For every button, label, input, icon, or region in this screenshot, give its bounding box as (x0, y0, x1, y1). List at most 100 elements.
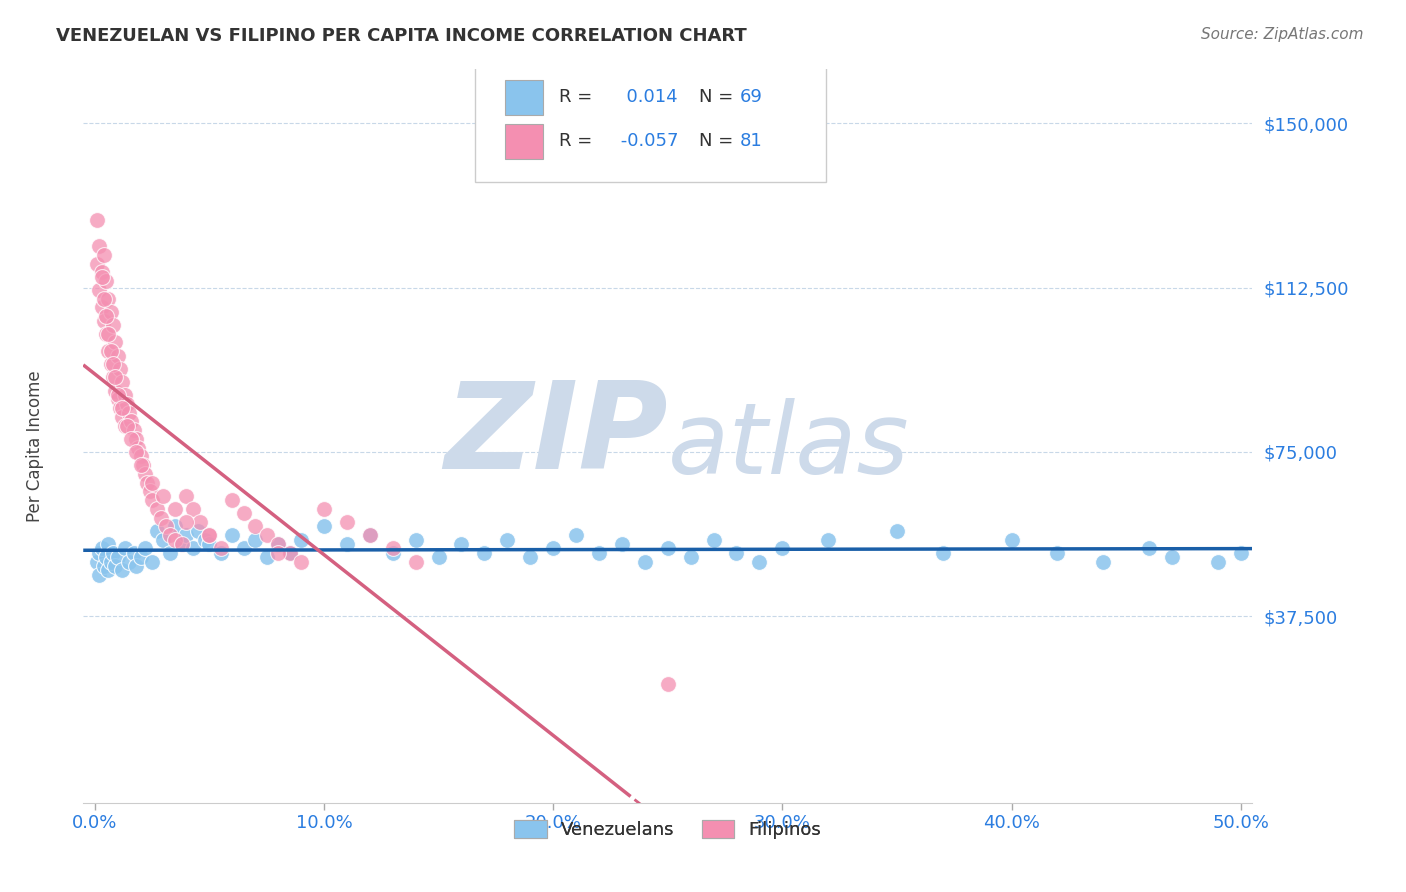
Point (405, 533, 427, 547)
Point (89, 546, 111, 560)
Point (256, 550, 278, 565)
Point (101, 546, 124, 560)
Point (111, 409, 134, 424)
Point (132, 458, 155, 472)
Point (114, 541, 136, 556)
Point (450, 537, 472, 551)
Point (176, 515, 198, 529)
Text: -0.057: -0.057 (614, 132, 679, 150)
Point (115, 418, 138, 433)
Point (221, 528, 243, 542)
Point (118, 555, 141, 569)
Point (278, 546, 301, 560)
Point (145, 502, 167, 516)
Point (290, 533, 312, 547)
Point (817, 533, 839, 547)
Point (90, 301, 112, 315)
Point (97, 326, 120, 341)
Point (120, 432, 142, 446)
Text: VENEZUELAN VS FILIPINO PER CAPITA INCOME CORRELATION CHART: VENEZUELAN VS FILIPINO PER CAPITA INCOME… (56, 27, 747, 45)
Point (97, 292, 120, 306)
Point (100, 357, 122, 371)
Point (129, 458, 152, 472)
Point (107, 550, 129, 565)
Point (100, 555, 122, 569)
FancyBboxPatch shape (505, 79, 543, 115)
Point (107, 392, 129, 407)
Point (138, 484, 160, 499)
Point (1092, 555, 1115, 569)
Point (159, 528, 181, 542)
Point (1206, 555, 1229, 569)
Point (725, 546, 748, 560)
Text: N =: N = (699, 132, 734, 150)
Point (90, 541, 112, 556)
Point (111, 375, 134, 389)
Point (97, 344, 120, 359)
Point (187, 524, 209, 538)
Point (89, 567, 111, 582)
Point (541, 541, 564, 556)
Point (1161, 550, 1184, 565)
Point (108, 401, 131, 416)
Point (97, 563, 120, 577)
Point (152, 489, 174, 503)
Point (141, 475, 163, 490)
Point (381, 546, 404, 560)
Point (86, 555, 108, 569)
Point (155, 519, 177, 533)
Text: 0.014: 0.014 (614, 88, 678, 106)
Point (90, 265, 112, 279)
Point (359, 528, 381, 542)
Point (1046, 546, 1069, 560)
Point (176, 489, 198, 503)
Point (170, 537, 193, 551)
Point (159, 546, 181, 560)
Point (703, 533, 725, 547)
Point (122, 546, 145, 560)
Point (90, 269, 112, 284)
Point (748, 555, 770, 569)
Point (267, 537, 290, 551)
Point (312, 519, 335, 533)
Text: R =: R = (560, 88, 592, 106)
Point (127, 441, 149, 455)
Point (634, 555, 657, 569)
Point (96, 326, 118, 341)
Point (209, 546, 232, 560)
Point (519, 550, 541, 565)
Point (107, 349, 129, 363)
Point (405, 555, 427, 569)
Point (104, 335, 127, 350)
Point (104, 370, 127, 384)
Point (125, 558, 148, 573)
Point (93, 248, 115, 262)
Point (111, 401, 134, 416)
Point (163, 533, 186, 547)
Point (336, 537, 359, 551)
Point (104, 558, 127, 573)
Point (221, 493, 243, 508)
Point (122, 423, 145, 437)
Point (198, 528, 221, 542)
Point (267, 537, 290, 551)
Point (145, 524, 167, 538)
Point (134, 541, 156, 556)
Point (194, 533, 217, 547)
Point (312, 502, 335, 516)
Point (1229, 546, 1251, 560)
Point (188, 515, 211, 529)
Point (209, 541, 232, 556)
Point (1137, 541, 1160, 556)
Point (267, 546, 290, 560)
Point (108, 361, 131, 376)
Point (198, 528, 221, 542)
Text: Source: ZipAtlas.com: Source: ZipAtlas.com (1201, 27, 1364, 42)
Point (93, 292, 115, 306)
Point (89, 283, 111, 297)
Point (359, 528, 381, 542)
Point (657, 677, 679, 691)
Point (181, 502, 204, 516)
Point (181, 541, 204, 556)
Text: ZIP: ZIP (444, 377, 668, 494)
